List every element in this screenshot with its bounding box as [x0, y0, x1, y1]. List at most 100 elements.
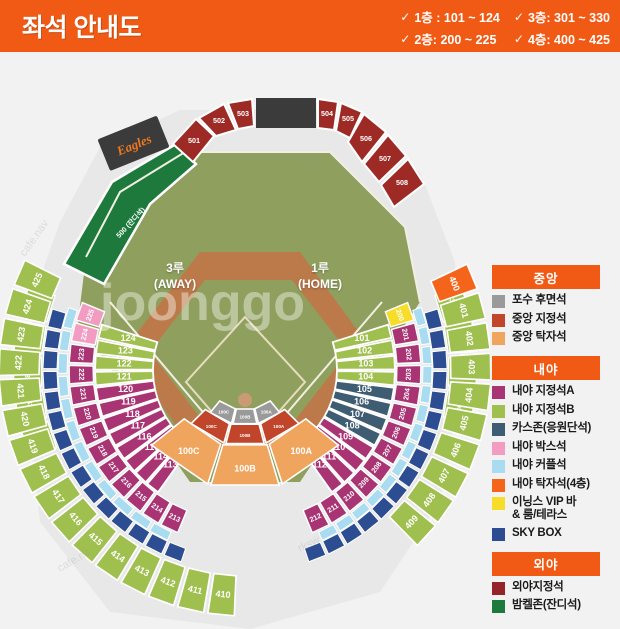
section-[interactable]: [407, 447, 430, 471]
section-[interactable]: [322, 532, 346, 555]
section-420[interactable]: 420: [1, 402, 48, 438]
section-218[interactable]: 218: [86, 436, 118, 466]
section-100A-ring2[interactable]: 100A: [268, 417, 340, 486]
section-[interactable]: [129, 509, 153, 530]
legend-item[interactable]: 이닝스 VIP 바 & 룸/테라스: [492, 496, 618, 522]
section-100A-ring1[interactable]: 100A: [259, 408, 301, 445]
section-202[interactable]: 202: [394, 343, 422, 365]
section-402[interactable]: 402: [446, 321, 490, 354]
section-[interactable]: [412, 306, 427, 327]
section-508[interactable]: 508: [379, 157, 426, 209]
section-206[interactable]: 206: [381, 419, 412, 447]
section-[interactable]: [81, 480, 106, 505]
section-[interactable]: [42, 349, 59, 370]
section-[interactable]: [397, 464, 420, 489]
section-group-center[interactable]: 100A 100B 100C 100A 100B 100C 100A 100B 100C: [150, 399, 340, 486]
section-[interactable]: [428, 328, 447, 350]
legend-item[interactable]: 중앙 탁자석: [492, 331, 618, 345]
section-100A-ring0[interactable]: 100A: [253, 399, 282, 425]
section-224[interactable]: 224: [70, 322, 100, 346]
section-209[interactable]: 209: [348, 467, 380, 499]
section-[interactable]: [126, 522, 151, 545]
section-[interactable]: [423, 308, 443, 331]
section-101[interactable]: 101: [331, 323, 393, 352]
section-106[interactable]: 106: [331, 389, 393, 418]
section-[interactable]: [112, 495, 135, 517]
section-[interactable]: [421, 365, 433, 385]
section-501[interactable]: 501: [171, 117, 216, 164]
section-[interactable]: [58, 329, 72, 352]
section-417[interactable]: 417: [32, 475, 82, 520]
section-[interactable]: [339, 522, 364, 545]
section-222[interactable]: 222: [68, 364, 95, 385]
legend-item[interactable]: 카스존(응원단석): [492, 422, 618, 436]
section-507[interactable]: 507: [362, 133, 408, 184]
section-405[interactable]: 405: [441, 406, 488, 442]
section-415[interactable]: 415: [71, 515, 118, 564]
section-118[interactable]: 118: [101, 398, 163, 433]
section-[interactable]: [163, 541, 187, 563]
section-120[interactable]: 120: [94, 379, 157, 403]
section-[interactable]: [43, 328, 62, 350]
legend-item[interactable]: SKY BOX: [492, 527, 618, 541]
section-[interactable]: [416, 428, 438, 452]
section-418[interactable]: 418: [18, 452, 68, 495]
section-[interactable]: [400, 440, 418, 461]
section-215[interactable]: 215: [125, 481, 156, 513]
section-102[interactable]: 102: [334, 339, 396, 361]
section-[interactable]: [408, 422, 425, 443]
section-[interactable]: [47, 308, 67, 331]
section-109[interactable]: 109: [317, 416, 375, 461]
section-408[interactable]: 408: [405, 478, 455, 524]
section-413[interactable]: 413: [119, 546, 163, 596]
section-[interactable]: [371, 496, 395, 520]
section-412[interactable]: 412: [147, 558, 187, 607]
section-[interactable]: [365, 488, 386, 508]
section-[interactable]: [59, 397, 74, 421]
section-200[interactable]: 200: [384, 301, 415, 328]
section-423[interactable]: 423: [0, 317, 45, 350]
section-116[interactable]: 116: [115, 416, 173, 461]
section-503[interactable]: 503: [226, 97, 256, 131]
section-[interactable]: [421, 345, 433, 365]
section-100B-ring0[interactable]: 100B: [232, 408, 258, 425]
section-group-couple-seats[interactable]: [57, 306, 433, 541]
section-217[interactable]: 217: [97, 452, 129, 484]
section-[interactable]: [390, 457, 409, 478]
section-117[interactable]: 117: [107, 407, 167, 447]
section-100B-ring2[interactable]: 100B: [209, 444, 281, 486]
section-207[interactable]: 207: [372, 436, 404, 466]
legend-item[interactable]: 중앙 지정석: [492, 313, 618, 327]
section-506[interactable]: 506: [346, 112, 388, 164]
section-[interactable]: [42, 370, 59, 391]
section-100C-ring2[interactable]: 100C: [150, 417, 222, 486]
section-502[interactable]: 502: [197, 102, 238, 138]
section-504[interactable]: 504: [317, 97, 340, 132]
section-[interactable]: [350, 501, 371, 521]
section-419[interactable]: 419: [8, 427, 57, 467]
section-[interactable]: [334, 513, 356, 532]
section-[interactable]: [415, 403, 430, 424]
section-407[interactable]: 407: [420, 455, 470, 499]
section-121[interactable]: 121: [94, 370, 155, 387]
section-[interactable]: [62, 306, 78, 330]
section-[interactable]: [70, 464, 93, 489]
section-[interactable]: [72, 440, 91, 464]
section-401[interactable]: 401: [439, 291, 487, 328]
section-411[interactable]: 411: [176, 567, 212, 614]
legend-item[interactable]: 내야 지정석B: [492, 404, 618, 418]
section-219[interactable]: 219: [78, 419, 109, 447]
section-403[interactable]: 403: [449, 352, 491, 381]
section-[interactable]: [57, 352, 69, 374]
section-223[interactable]: 223: [68, 343, 96, 365]
section-[interactable]: [47, 409, 67, 432]
section-123[interactable]: 123: [94, 339, 156, 361]
section-[interactable]: [423, 409, 443, 432]
section-204[interactable]: 204: [393, 383, 421, 406]
section-[interactable]: [419, 384, 432, 404]
section-210[interactable]: 210: [334, 481, 365, 513]
section-[interactable]: [428, 390, 447, 412]
section-119[interactable]: 119: [97, 389, 159, 418]
